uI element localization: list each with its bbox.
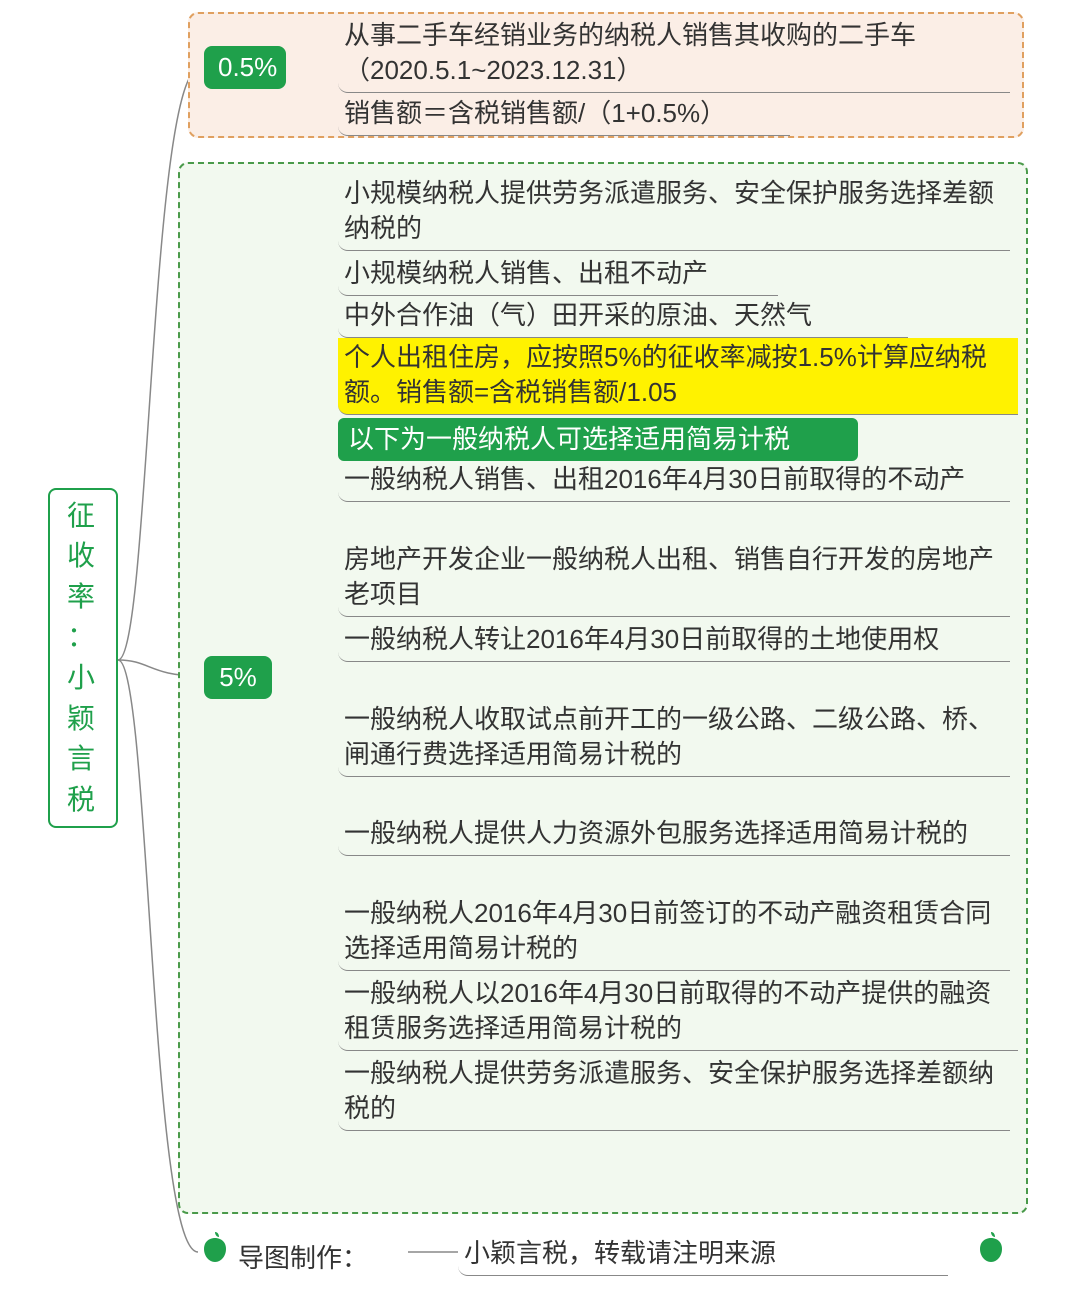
leaf-g2-0: 小规模纳税人提供劳务派遣服务、安全保护服务选择差额纳税的 xyxy=(338,174,1010,251)
leaf-g2-5: 一般纳税人销售、出租2016年4月30日前取得的不动产 xyxy=(338,460,1010,502)
root-node: 征收率：小颖言税 xyxy=(48,488,118,828)
leaf-g2-1: 小规模纳税人销售、出租不动产 xyxy=(338,254,778,296)
leaf-g2-2: 中外合作油（气）田开采的原油、天然气 xyxy=(338,296,908,338)
rate-badge-0.5: 0.5% xyxy=(204,46,286,89)
rate-badge-5: 5% xyxy=(204,656,272,699)
apple-icon xyxy=(974,1230,1008,1264)
apple-icon xyxy=(198,1230,232,1264)
leaf-g2-11: 一般纳税人以2016年4月30日前取得的不动产提供的融资租赁服务选择适用简易计税… xyxy=(338,974,1018,1051)
leaf-g2-8: 一般纳税人收取试点前开工的一级公路、二级公路、桥、闸通行费选择适用简易计税的 xyxy=(338,700,1010,777)
root-label: 征收率：小颖言税 xyxy=(67,496,99,821)
leaf-g1-0: 从事二手车经销业务的纳税人销售其收购的二手车（2020.5.1~2023.12.… xyxy=(338,16,1010,93)
footer-value: 小颖言税，转载请注明来源 xyxy=(458,1234,948,1276)
leaf-g2-12: 一般纳税人提供劳务派遣服务、安全保护服务选择差额纳税的 xyxy=(338,1054,1010,1131)
leaf-g2-7: 一般纳税人转让2016年4月30日前取得的土地使用权 xyxy=(338,620,1010,662)
leaf-g2-10: 一般纳税人2016年4月30日前签订的不动产融资租赁合同选择适用简易计税的 xyxy=(338,894,1010,971)
leaf-g2-9: 一般纳税人提供人力资源外包服务选择适用简易计税的 xyxy=(338,814,1010,856)
footer-prefix: 导图制作： xyxy=(238,1243,368,1273)
leaf-g2-4-highlight-green: 以下为一般纳税人可选择适用简易计税 xyxy=(338,418,858,461)
leaf-g2-3-highlight-yellow: 个人出租住房，应按照5%的征收率减按1.5%计算应纳税额。销售额=含税销售额/1… xyxy=(338,338,1018,415)
leaf-g2-6: 房地产开发企业一般纳税人出租、销售自行开发的房地产老项目 xyxy=(338,540,1010,617)
leaf-g1-1: 销售额＝含税销售额/（1+0.5%） xyxy=(338,94,790,136)
footer-label: 导图制作： xyxy=(238,1238,368,1275)
